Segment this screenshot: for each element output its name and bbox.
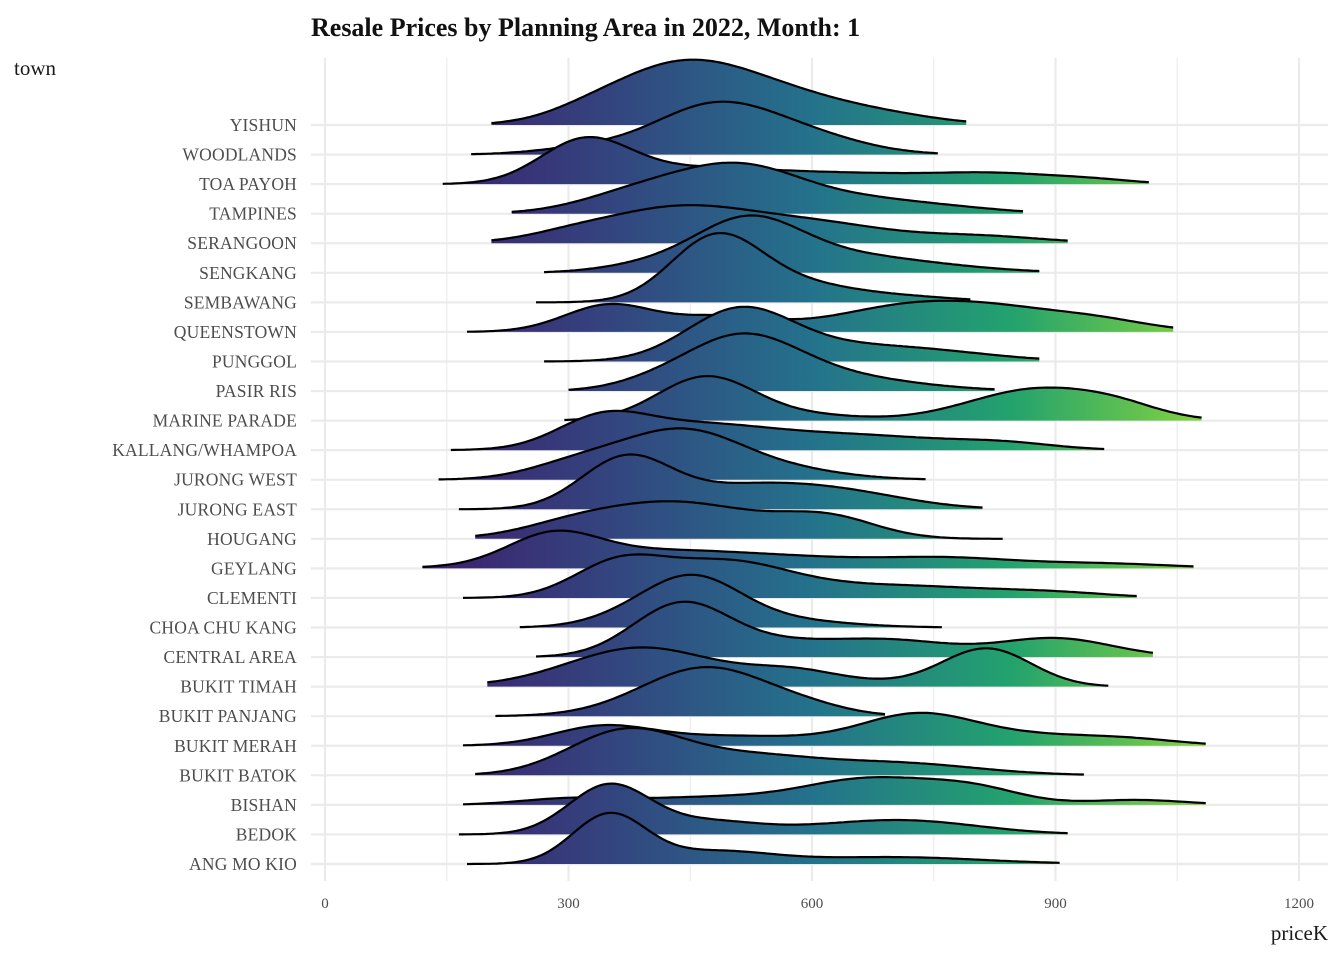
y-tick-label: HOUGANG bbox=[207, 529, 297, 549]
y-tick-label: CLEMENTI bbox=[207, 588, 297, 608]
ridge-outline bbox=[536, 232, 971, 304]
ridge-outline bbox=[458, 782, 1068, 836]
y-tick-labels: ANG MO KIO BEDOK BISHAN BUKIT BATOK BUKIT ME… bbox=[112, 115, 297, 874]
ridge-fill bbox=[463, 554, 1137, 598]
y-tick-label: JURONG EAST bbox=[178, 499, 297, 519]
ridge-fill bbox=[491, 59, 967, 126]
ridges bbox=[422, 58, 1206, 866]
ridge-outline bbox=[491, 204, 1068, 242]
x-tick-label: 900 bbox=[1044, 896, 1067, 912]
y-tick-label: GEYLANG bbox=[211, 558, 297, 578]
y-axis-title: town bbox=[14, 56, 57, 80]
ridge-outline bbox=[519, 573, 942, 629]
x-tick-label: 300 bbox=[557, 896, 580, 912]
ridge-fill bbox=[458, 454, 983, 510]
ridge-fill bbox=[475, 728, 1084, 776]
ridge-fill bbox=[568, 333, 995, 391]
y-tick-label: CENTRAL AREA bbox=[164, 647, 298, 667]
ridge-fill bbox=[467, 812, 1060, 864]
y-tick-label: BISHAN bbox=[231, 795, 298, 815]
y-tick-label: MARINE PARADE bbox=[153, 411, 297, 431]
x-axis-title: priceK bbox=[1271, 921, 1328, 945]
y-tick-label: TOA PAYOH bbox=[199, 174, 297, 194]
y-tick-label: BUKIT BATOK bbox=[179, 765, 297, 785]
ridge-fill bbox=[519, 574, 942, 628]
x-tick-label: 0 bbox=[321, 896, 329, 912]
ridge-fill bbox=[450, 410, 1105, 451]
ridge-outline bbox=[511, 161, 1024, 213]
ridge-outline bbox=[450, 409, 1105, 452]
ridge-outline bbox=[471, 100, 938, 156]
y-tick-label: QUEENSTOWN bbox=[174, 322, 297, 342]
y-tick-label: SENGKANG bbox=[199, 263, 297, 283]
ridge-outline bbox=[467, 299, 1174, 333]
ridge-fill bbox=[511, 162, 1023, 214]
y-tick-label: BUKIT PANJANG bbox=[159, 706, 297, 726]
y-tick-label: PUNGGOL bbox=[212, 351, 297, 371]
ridge-outline bbox=[438, 427, 926, 481]
ridge-fill bbox=[536, 601, 1153, 658]
ridge-fill bbox=[475, 501, 1003, 539]
y-tick-label: PASIR RIS bbox=[216, 381, 297, 401]
ridge-fill bbox=[544, 215, 1040, 273]
ridge-outline bbox=[442, 136, 1149, 185]
y-tick-label: BUKIT TIMAH bbox=[180, 677, 297, 697]
ridge-outline bbox=[495, 666, 886, 718]
ridge-outline bbox=[475, 726, 1084, 776]
x-tick-labels: 0 300 600 900 1200 bbox=[321, 896, 1314, 912]
x-tick-label: 600 bbox=[801, 896, 824, 912]
y-tick-label: SERANGOON bbox=[187, 233, 297, 253]
ridge-fill bbox=[564, 376, 1202, 421]
ridge-fill bbox=[495, 667, 885, 717]
ridge-outline bbox=[475, 500, 1003, 540]
y-tick-label: CHOA CHU KANG bbox=[150, 618, 298, 638]
y-tick-label: YISHUN bbox=[230, 115, 297, 135]
y-tick-label: JURONG WEST bbox=[174, 470, 297, 490]
ridge-outline bbox=[462, 553, 1137, 599]
ridge-outline bbox=[544, 214, 1040, 274]
ridge-outline bbox=[487, 646, 1109, 687]
ridge-outline bbox=[458, 453, 983, 511]
ridge-outline bbox=[491, 58, 967, 125]
ridge-outline bbox=[564, 375, 1202, 422]
y-tick-label: SEMBAWANG bbox=[184, 292, 297, 312]
chart-title: Resale Prices by Planning Area in 2022, … bbox=[311, 13, 860, 42]
ridge-fill bbox=[471, 101, 938, 155]
ridge-outline bbox=[422, 529, 1194, 568]
y-tick-label: TAMPINES bbox=[209, 204, 297, 224]
y-tick-label: ANG MO KIO bbox=[189, 854, 297, 874]
y-tick-label: WOODLANDS bbox=[182, 145, 297, 165]
x-tick-label: 1200 bbox=[1284, 896, 1314, 912]
ridge-outline bbox=[535, 600, 1154, 658]
y-tick-label: KALLANG/WHAMPOA bbox=[112, 440, 297, 460]
ridge-outline bbox=[544, 305, 1040, 363]
ridge-outline bbox=[462, 711, 1206, 747]
ridge-outline bbox=[467, 811, 1060, 866]
y-tick-label: BEDOK bbox=[236, 824, 297, 844]
ridge-outline bbox=[568, 332, 995, 391]
y-tick-label: BUKIT MERAH bbox=[174, 736, 297, 756]
